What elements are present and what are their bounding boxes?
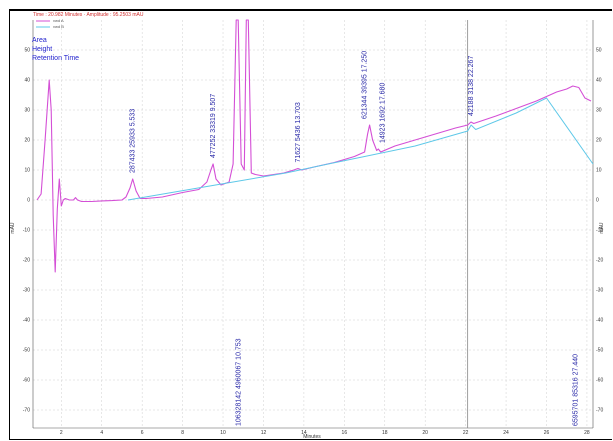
y-tick-label-right: 20 <box>596 138 602 144</box>
x-tick-label: 18 <box>382 430 388 436</box>
y-tick-label: 10 <box>24 168 30 174</box>
y-tick-label-right: -60 <box>596 378 603 384</box>
y-tick-label: 0 <box>27 198 30 204</box>
x-tick-label: 26 <box>544 430 550 436</box>
x-tick-label: 20 <box>422 430 428 436</box>
baseline-line <box>127 97 594 201</box>
y-tick-label: -50 <box>23 348 30 354</box>
cursor-readout: Time : 20.982 Minutes · Amplitude : 95.2… <box>33 12 144 18</box>
legend-area: Area <box>32 37 47 44</box>
y-tick-label: -20 <box>23 258 30 264</box>
series <box>36 19 594 428</box>
peak-label: 6595701 85316 27.440 <box>573 354 580 426</box>
legend-retention-time: Retention Time <box>32 55 79 62</box>
peak-label: 42188 3138 22.267 <box>468 56 475 116</box>
y-tick-label: -10 <box>23 228 30 234</box>
x-tick-label: 8 <box>181 430 184 436</box>
axes: 2 4 6 8 10 12 14 16 18 20 22 24 26 28-70 -70-60 -60-50-… <box>23 20 603 436</box>
y-tick-label-right: 10 <box>596 168 602 174</box>
x-tick-label: 14 <box>301 430 307 436</box>
x-tick-label: 4 <box>100 430 103 436</box>
grid <box>33 20 593 428</box>
y-tick-label-right: -70 <box>596 408 603 414</box>
peak-label: 477252 33319 9.507 <box>210 94 217 158</box>
x-tick-label: 2 <box>60 430 63 436</box>
y-tick-label: -40 <box>23 318 30 324</box>
peak-label: 71627 5436 13.703 <box>295 102 302 162</box>
y-tick-label: -60 <box>23 378 30 384</box>
x-tick-label: 6 <box>141 430 144 436</box>
x-tick-label: 22 <box>463 430 469 436</box>
y-axis-label-right: mAU <box>599 222 605 234</box>
y-tick-label: 30 <box>24 108 30 114</box>
legend-height: Height <box>32 46 52 53</box>
y-tick-label-right: 50 <box>596 48 602 54</box>
x-tick-label: 12 <box>261 430 267 436</box>
y-tick-label-right: 0 <box>596 198 599 204</box>
x-tick-label: 16 <box>342 430 348 436</box>
peak-label: 287433 25933 5.533 <box>130 109 137 173</box>
y-tick-label-right: 40 <box>596 78 602 84</box>
legend: vwd A vwd B Area Height Retention Time <box>32 18 79 62</box>
legend-trace-label-2: vwd B <box>53 24 64 29</box>
chart-frame <box>9 9 612 440</box>
y-tick-label-right: 30 <box>596 108 602 114</box>
peak-label: 14923 1692 17.680 <box>379 83 386 143</box>
y-tick-label-right: -50 <box>596 348 603 354</box>
y-axis-label-left: mAU <box>10 222 16 234</box>
x-tick-label: 28 <box>584 430 590 436</box>
x-tick-label: 10 <box>220 430 226 436</box>
legend-trace-label-1: vwd A <box>53 18 64 23</box>
y-tick-label-right: -10 <box>596 228 603 234</box>
peak-label: 106328142 4960067 10.753 <box>235 338 242 426</box>
y-tick-label: -30 <box>23 288 30 294</box>
x-tick-label: 24 <box>503 430 509 436</box>
y-tick-label: 50 <box>24 48 30 54</box>
x-axis-label: Minutes <box>303 434 321 440</box>
y-tick-label-right: -30 <box>596 288 603 294</box>
signal-line <box>36 19 592 273</box>
peak-labels: 287433 25933 5.533 477252 33319 9.507 1063… <box>130 51 580 426</box>
y-tick-label-right: -40 <box>596 318 603 324</box>
y-tick-label: 20 <box>24 138 30 144</box>
peak-label: 621344 39395 17.250 <box>362 51 369 119</box>
y-tick-label-right: -20 <box>596 258 603 264</box>
y-tick-label: 40 <box>24 78 30 84</box>
y-tick-label: -70 <box>23 408 30 414</box>
